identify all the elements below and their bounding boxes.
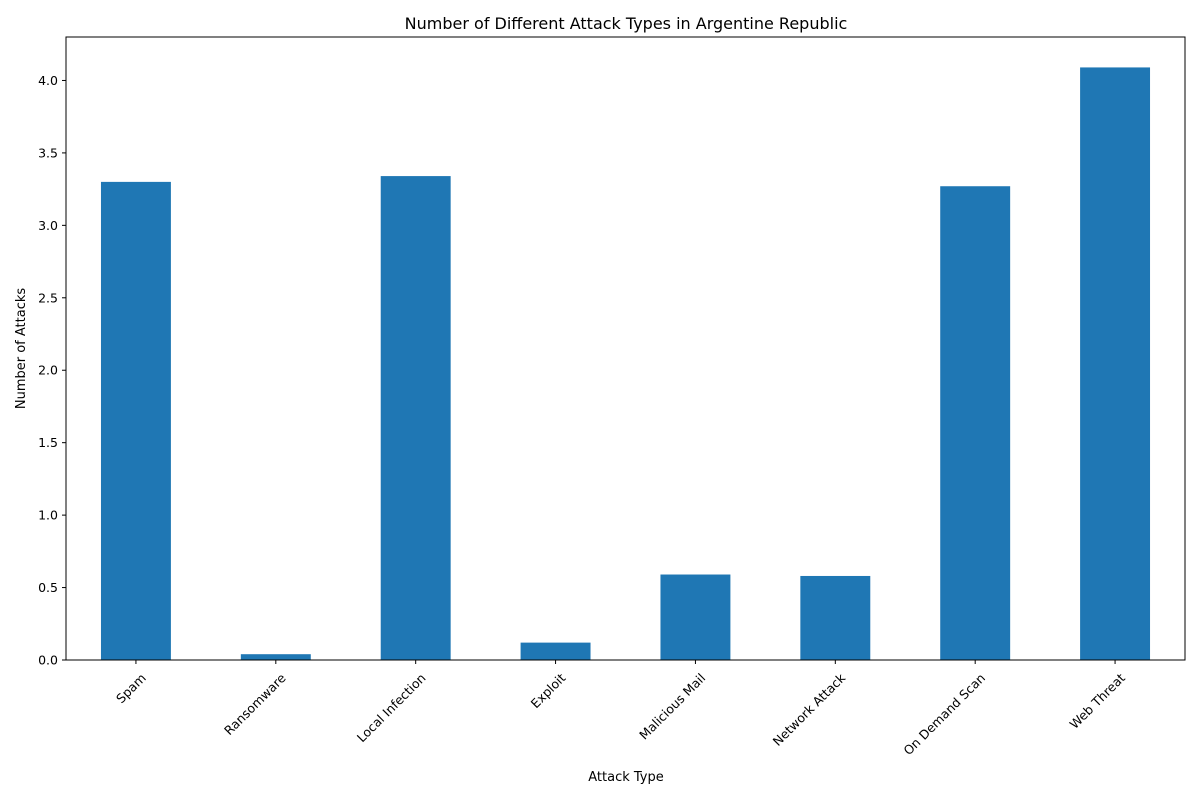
y-axis-label: Number of Attacks [14,288,29,410]
x-tick-label: Malicious Mail [636,670,708,742]
bar-malicious-mail [660,574,731,660]
y-tick-label: 0.5 [38,580,58,595]
y-tick-label: 3.0 [38,218,58,233]
y-tick-label: 2.5 [38,290,58,305]
bar-exploit [520,642,591,660]
bar-ransomware [240,654,311,660]
x-tick-label: On Demand Scan [900,670,988,758]
x-tick-label: Ransomware [221,670,289,738]
x-tick-label: Network Attack [770,670,849,749]
bar-network-attack [800,575,871,660]
y-tick-label: 4.0 [38,73,58,88]
y-tick-label: 2.0 [38,363,58,378]
y-tick-label: 1.5 [38,435,58,450]
bar-local-infection [380,176,451,660]
bar-spam [100,181,171,660]
y-tick-label: 3.5 [38,145,58,160]
plot-frame [65,36,1186,661]
chart-title: Number of Different Attack Types in Arge… [405,14,848,33]
x-axis-label: Attack Type [588,770,664,785]
bar-on-demand-scan [940,186,1011,661]
x-axis: Spam Ransomware Local Infection Exploit Mali… [113,660,1128,758]
y-axis: 0.0 0.5 1.0 1.5 2.0 2.5 3.0 3.5 4.0 [38,73,66,668]
bars-layer [100,67,1151,661]
bar-web-threat [1080,67,1151,660]
x-tick-label: Exploit [528,670,569,711]
x-tick-label: Local Infection [354,670,429,745]
y-tick-label: 1.0 [38,508,58,523]
x-tick-label: Spam [113,670,149,706]
y-tick-label: 0.0 [38,653,58,668]
x-tick-label: Web Threat [1067,670,1129,732]
